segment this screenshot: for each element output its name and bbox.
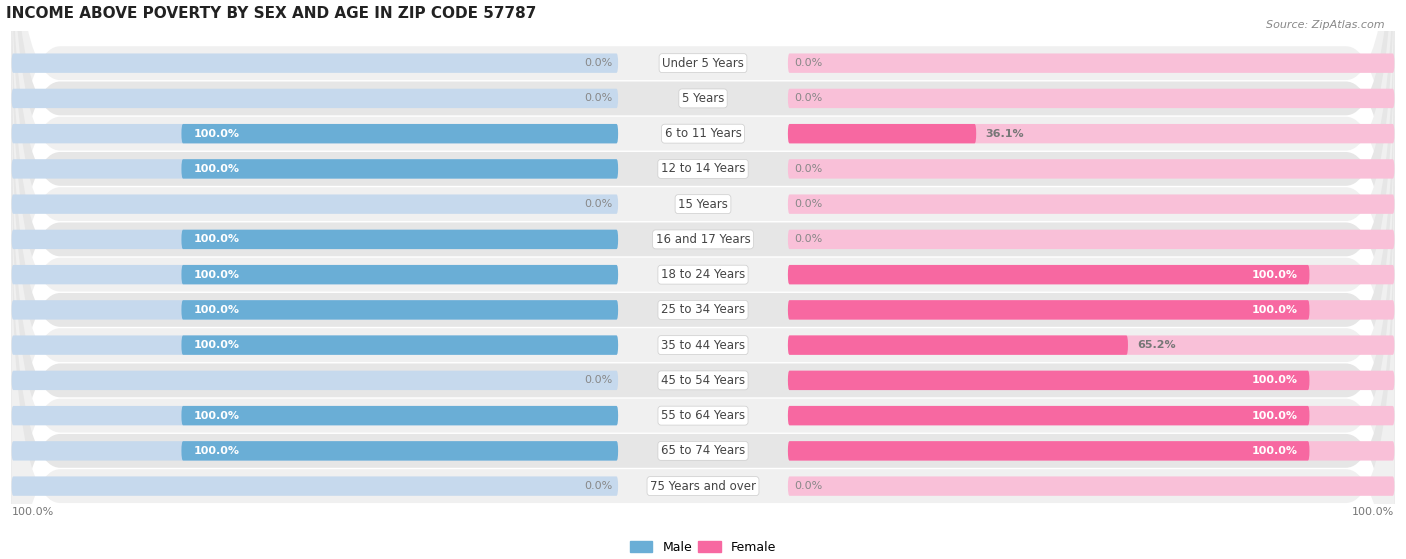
FancyBboxPatch shape [787, 159, 1395, 178]
FancyBboxPatch shape [11, 476, 619, 496]
Text: Source: ZipAtlas.com: Source: ZipAtlas.com [1267, 20, 1385, 30]
FancyBboxPatch shape [11, 0, 1395, 434]
FancyBboxPatch shape [181, 230, 619, 249]
FancyBboxPatch shape [787, 195, 1395, 214]
FancyBboxPatch shape [11, 0, 1395, 328]
FancyBboxPatch shape [181, 300, 619, 320]
Text: 0.0%: 0.0% [583, 93, 612, 103]
Text: 6 to 11 Years: 6 to 11 Years [665, 127, 741, 140]
Text: 100.0%: 100.0% [194, 340, 239, 350]
Text: 45 to 54 Years: 45 to 54 Years [661, 374, 745, 387]
FancyBboxPatch shape [11, 10, 1395, 539]
FancyBboxPatch shape [787, 371, 1309, 390]
FancyBboxPatch shape [11, 195, 619, 214]
Text: 100.0%: 100.0% [194, 269, 239, 280]
FancyBboxPatch shape [11, 89, 619, 108]
FancyBboxPatch shape [11, 0, 1395, 469]
FancyBboxPatch shape [11, 300, 619, 320]
Text: 0.0%: 0.0% [794, 164, 823, 174]
FancyBboxPatch shape [11, 335, 619, 355]
FancyBboxPatch shape [11, 150, 1395, 559]
FancyBboxPatch shape [787, 54, 1395, 73]
Text: 0.0%: 0.0% [794, 234, 823, 244]
Text: 100.0%: 100.0% [1251, 269, 1298, 280]
Text: 0.0%: 0.0% [794, 93, 823, 103]
FancyBboxPatch shape [11, 0, 1395, 363]
Text: 65.2%: 65.2% [1137, 340, 1175, 350]
FancyBboxPatch shape [787, 371, 1395, 390]
FancyBboxPatch shape [787, 300, 1309, 320]
Text: 0.0%: 0.0% [583, 199, 612, 209]
Text: 100.0%: 100.0% [1251, 376, 1298, 385]
Text: 36.1%: 36.1% [986, 129, 1024, 139]
Text: 100.0%: 100.0% [194, 411, 239, 420]
Text: 15 Years: 15 Years [678, 198, 728, 211]
FancyBboxPatch shape [11, 124, 619, 143]
FancyBboxPatch shape [11, 0, 1395, 399]
Text: 0.0%: 0.0% [583, 481, 612, 491]
Text: 35 to 44 Years: 35 to 44 Years [661, 339, 745, 352]
Text: 0.0%: 0.0% [794, 481, 823, 491]
Text: 100.0%: 100.0% [194, 129, 239, 139]
FancyBboxPatch shape [787, 476, 1395, 496]
Text: 0.0%: 0.0% [583, 58, 612, 68]
Text: 12 to 14 Years: 12 to 14 Years [661, 163, 745, 176]
FancyBboxPatch shape [11, 221, 1395, 559]
FancyBboxPatch shape [787, 230, 1395, 249]
Text: 55 to 64 Years: 55 to 64 Years [661, 409, 745, 422]
FancyBboxPatch shape [11, 186, 1395, 559]
Text: 0.0%: 0.0% [794, 58, 823, 68]
FancyBboxPatch shape [11, 371, 619, 390]
FancyBboxPatch shape [11, 406, 619, 425]
FancyBboxPatch shape [181, 124, 619, 143]
Text: 100.0%: 100.0% [1353, 507, 1395, 517]
Text: 100.0%: 100.0% [1251, 305, 1298, 315]
FancyBboxPatch shape [787, 265, 1309, 285]
Text: 100.0%: 100.0% [194, 446, 239, 456]
FancyBboxPatch shape [787, 406, 1395, 425]
FancyBboxPatch shape [11, 230, 619, 249]
Text: 0.0%: 0.0% [794, 199, 823, 209]
FancyBboxPatch shape [787, 265, 1395, 285]
FancyBboxPatch shape [787, 441, 1309, 461]
FancyBboxPatch shape [787, 441, 1395, 461]
FancyBboxPatch shape [787, 124, 1395, 143]
Text: 18 to 24 Years: 18 to 24 Years [661, 268, 745, 281]
FancyBboxPatch shape [787, 335, 1395, 355]
FancyBboxPatch shape [181, 159, 619, 178]
Text: 100.0%: 100.0% [11, 507, 53, 517]
Text: 16 and 17 Years: 16 and 17 Years [655, 233, 751, 246]
Text: 65 to 74 Years: 65 to 74 Years [661, 444, 745, 457]
FancyBboxPatch shape [181, 265, 619, 285]
FancyBboxPatch shape [11, 265, 619, 285]
Text: 100.0%: 100.0% [1251, 446, 1298, 456]
Text: 100.0%: 100.0% [1251, 411, 1298, 420]
Text: INCOME ABOVE POVERTY BY SEX AND AGE IN ZIP CODE 57787: INCOME ABOVE POVERTY BY SEX AND AGE IN Z… [6, 6, 536, 21]
FancyBboxPatch shape [11, 159, 619, 178]
FancyBboxPatch shape [11, 441, 619, 461]
FancyBboxPatch shape [787, 124, 976, 143]
Text: 100.0%: 100.0% [194, 234, 239, 244]
FancyBboxPatch shape [787, 300, 1395, 320]
FancyBboxPatch shape [181, 335, 619, 355]
Text: 5 Years: 5 Years [682, 92, 724, 105]
FancyBboxPatch shape [11, 80, 1395, 559]
FancyBboxPatch shape [11, 0, 1395, 504]
Text: 75 Years and over: 75 Years and over [650, 480, 756, 492]
Legend: Male, Female: Male, Female [624, 536, 782, 559]
Text: 100.0%: 100.0% [194, 164, 239, 174]
Text: 100.0%: 100.0% [194, 305, 239, 315]
FancyBboxPatch shape [11, 45, 1395, 559]
FancyBboxPatch shape [787, 406, 1309, 425]
Text: 25 to 34 Years: 25 to 34 Years [661, 304, 745, 316]
Text: Under 5 Years: Under 5 Years [662, 56, 744, 70]
FancyBboxPatch shape [787, 335, 1128, 355]
FancyBboxPatch shape [787, 89, 1395, 108]
FancyBboxPatch shape [11, 54, 619, 73]
FancyBboxPatch shape [11, 115, 1395, 559]
Text: 0.0%: 0.0% [583, 376, 612, 385]
FancyBboxPatch shape [181, 441, 619, 461]
FancyBboxPatch shape [181, 406, 619, 425]
